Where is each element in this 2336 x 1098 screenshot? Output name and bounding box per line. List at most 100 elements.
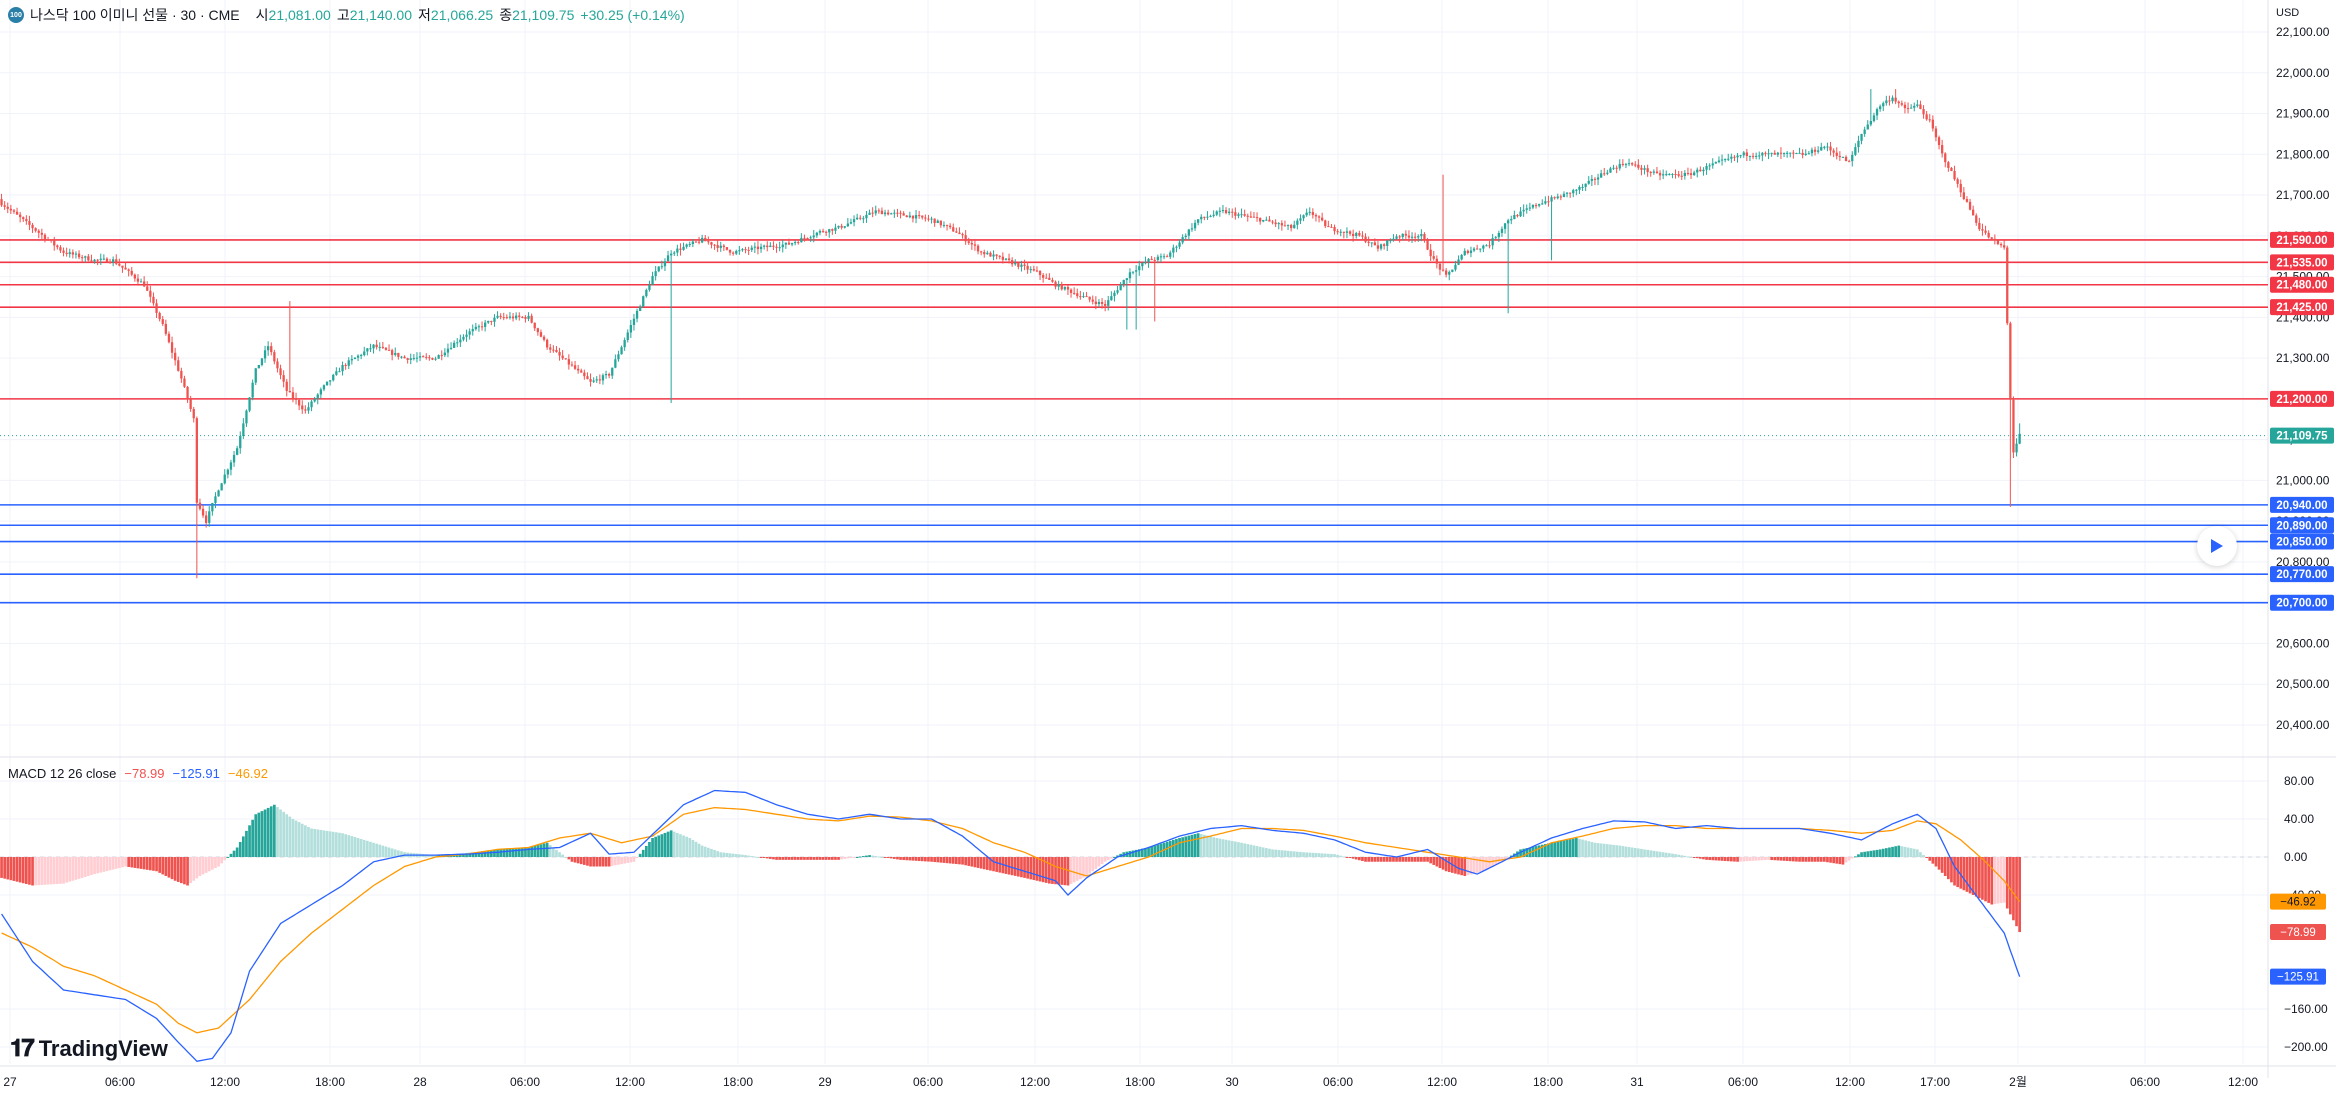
candle-body	[1150, 258, 1153, 260]
candle-body	[1618, 163, 1621, 169]
symbol-legend[interactable]: 100 나스닥 100 이미니 선물 · 30 · CME 시 21,081.00…	[8, 4, 685, 26]
macd-histogram-bar	[803, 857, 806, 860]
currency-label[interactable]: USD	[2276, 7, 2300, 19]
macd-histogram-bar	[1885, 848, 1888, 857]
candle-body	[1640, 167, 1643, 170]
macd-signal-badge-bg	[2270, 893, 2326, 910]
macd-histogram-bar	[1860, 852, 1863, 857]
macd-histogram-bar	[49, 857, 53, 885]
macd-histogram-bar	[871, 855, 874, 857]
macd-histogram-bar	[586, 857, 589, 866]
macd-histogram-bar	[1038, 857, 1042, 882]
macd-histogram-bar	[889, 857, 893, 859]
candle-body	[1699, 169, 1702, 172]
candle-body	[1336, 231, 1339, 233]
macd-histogram-bar	[1168, 840, 1172, 857]
macd-histogram-bar	[545, 842, 549, 857]
candle-body	[378, 346, 381, 348]
macd-histogram-bar	[2009, 857, 2012, 915]
macd-histogram-bar	[865, 855, 868, 857]
macd-histogram-bar	[691, 839, 695, 857]
candle-body	[2006, 247, 2009, 324]
candle-body	[263, 350, 267, 359]
macd-histogram-bar	[400, 851, 403, 857]
candle-body	[1311, 211, 1314, 216]
macd-histogram-bar	[1757, 857, 1761, 861]
candle-body	[961, 234, 964, 236]
candle-body	[1724, 159, 1727, 161]
candle-body	[673, 252, 676, 254]
macd-histogram-bar	[1813, 857, 1817, 862]
candle-body	[1761, 152, 1764, 156]
candle-body	[1100, 301, 1104, 304]
candle-body	[177, 360, 180, 371]
symbol-title[interactable]: 나스닥 100 이미니 선물 · 30 · CME	[30, 7, 240, 23]
candle-body	[25, 219, 28, 222]
tradingview-logo[interactable]: 𝟏𝟕 TradingView	[10, 1035, 168, 1063]
macd-histogram-bar	[806, 857, 809, 860]
candle-body	[353, 357, 357, 360]
open-value: 21,081.00	[268, 7, 331, 23]
macd-histogram-bar	[1106, 857, 1110, 861]
macd-legend[interactable]: MACD 12 26 close −78.99 −125.91 −46.92	[8, 766, 268, 781]
macd-histogram-bar	[530, 846, 533, 857]
candle-body	[725, 247, 729, 250]
macd-indicator-name[interactable]: MACD 12 26 close	[8, 766, 117, 781]
candle-body	[666, 255, 670, 262]
candle-body	[208, 511, 211, 523]
macd-histogram-bar	[1584, 840, 1587, 857]
candle-body	[1454, 264, 1457, 270]
candle-body	[2015, 443, 2018, 453]
candle-layer	[0, 89, 2021, 579]
macd-histogram-bar	[1965, 857, 1969, 892]
scroll-to-realtime-button[interactable]	[2197, 526, 2237, 566]
candle-body	[356, 355, 360, 358]
macd-histogram-bar	[1695, 857, 1699, 859]
candle-body	[1937, 137, 1941, 146]
candle-body	[1268, 219, 1271, 222]
candle-body	[102, 258, 105, 260]
candle-body	[781, 244, 784, 248]
macd-histogram-bar	[1599, 843, 1603, 857]
candle-body	[1342, 231, 1345, 233]
macd-histogram-bar	[362, 839, 366, 857]
time-tick-label: 18:00	[1533, 1075, 1563, 1089]
candle-body	[81, 257, 84, 259]
macd-histogram-bar	[93, 857, 96, 875]
candle-body	[87, 256, 90, 261]
candle-body	[1166, 256, 1169, 258]
macd-histogram-bar	[1283, 850, 1287, 857]
macd-histogram-bar	[1367, 857, 1370, 862]
candle-body	[139, 281, 143, 283]
macd-histogram-bar	[1748, 857, 1752, 861]
macd-histogram-bar	[198, 857, 202, 876]
macd-histogram-bar	[1051, 857, 1054, 884]
candle-body	[1376, 245, 1380, 249]
candle-body	[555, 349, 558, 353]
candle-body	[775, 246, 778, 248]
macd-histogram-bar	[1550, 842, 1553, 857]
candle-body	[992, 254, 995, 257]
candle-body	[1147, 258, 1150, 263]
macd-histogram-bar	[1841, 857, 1845, 865]
macd-histogram-bar	[1339, 855, 1343, 857]
macd-histogram-bar	[1426, 857, 1429, 862]
candle-body	[542, 336, 546, 340]
macd-histogram-bar	[378, 844, 382, 857]
candle-body	[257, 364, 260, 369]
macd-histogram-bar	[1265, 848, 1268, 857]
macd-histogram-bar	[1258, 846, 1262, 857]
candle-body	[635, 310, 639, 319]
price-tick-label: 21,300.00	[2276, 351, 2330, 365]
candle-body	[1919, 104, 1922, 110]
candle-body	[1206, 216, 1209, 218]
macd-histogram-bar	[651, 838, 654, 857]
support-price-label-bg	[2270, 566, 2334, 583]
macd-histogram-bar	[945, 857, 949, 864]
macd-histogram-bar	[43, 857, 47, 885]
macd-histogram-bar	[1230, 840, 1234, 857]
candle-body	[1925, 114, 1928, 120]
macd-histogram-bar	[1978, 857, 1981, 899]
candle-body	[480, 326, 484, 328]
